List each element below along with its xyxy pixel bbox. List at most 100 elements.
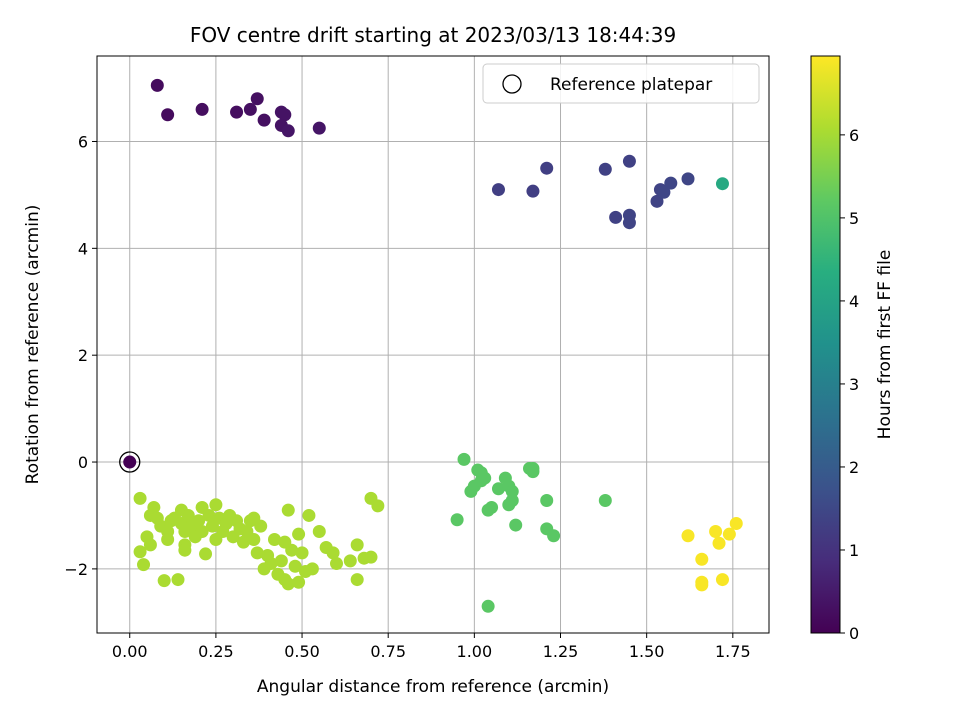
data-point: [295, 546, 309, 560]
data-point: [478, 471, 492, 485]
data-point: [133, 491, 147, 505]
y-axis-title: Rotation from reference (arcmin): [23, 205, 43, 485]
data-point: [481, 599, 495, 613]
data-point: [250, 546, 264, 560]
data-point: [199, 547, 213, 561]
data-point: [505, 484, 519, 498]
data-point: [281, 503, 295, 517]
data-point: [540, 494, 554, 508]
legend-box: [482, 63, 760, 104]
reference-marker-group: [119, 451, 141, 473]
data-point: [695, 578, 709, 592]
data-point: [147, 500, 161, 514]
data-point: [250, 92, 264, 106]
data-point: [161, 108, 175, 122]
data-point: [622, 216, 636, 230]
data-point: [715, 573, 729, 587]
data-point: [715, 177, 729, 191]
x-tick-label: 0.00: [112, 642, 148, 661]
data-point: [288, 559, 302, 573]
data-point: [485, 500, 499, 514]
data-point: [161, 533, 175, 547]
x-tick-label: 1.50: [629, 642, 665, 661]
data-point: [264, 557, 278, 571]
data-point: [312, 121, 326, 135]
chart-title: FOV centre drift starting at 2023/03/13 …: [190, 23, 676, 47]
data-point: [305, 562, 319, 576]
data-point: [230, 105, 244, 119]
data-point: [526, 461, 540, 475]
x-axis-ticks: 0.00 0.25 0.50 0.75 1.00 1.25 1.50 1.75: [112, 633, 751, 661]
colorbar-tick-label: 6: [849, 126, 859, 145]
data-point: [491, 482, 505, 496]
data-point: [267, 533, 281, 547]
data-point: [712, 536, 726, 550]
colorbar-gradient: [811, 56, 840, 633]
data-point: [330, 557, 344, 571]
data-point: [509, 518, 523, 532]
data-point: [371, 499, 385, 513]
y-tick-label: −2: [64, 560, 88, 579]
data-point: [292, 527, 306, 541]
colorbar-tick-label: 3: [849, 375, 859, 394]
data-point: [274, 554, 288, 568]
data-point: [195, 524, 209, 538]
colorbar: 0 1 2 3 4 5 6 Hours from first FF file: [810, 55, 895, 643]
x-tick-label: 0.25: [198, 642, 234, 661]
data-point: [722, 527, 736, 541]
colorbar-label: Hours from first FF file: [875, 250, 895, 440]
data-point: [278, 108, 292, 122]
data-point: [350, 573, 364, 587]
data-point: [681, 529, 695, 543]
data-point: [133, 545, 147, 559]
plot-frame: [96, 55, 770, 634]
data-point: [547, 529, 561, 543]
data-point: [254, 519, 268, 533]
data-point: [209, 498, 223, 512]
data-point: [178, 543, 192, 557]
data-point: [622, 154, 636, 168]
x-axis-title: Angular distance from reference (arcmin): [257, 677, 609, 697]
data-point: [312, 524, 326, 538]
reference-point: [123, 455, 137, 469]
data-point: [281, 124, 295, 138]
data-point: [709, 524, 723, 538]
data-point: [157, 574, 171, 588]
colorbar-frame: [810, 55, 841, 634]
data-point: [457, 452, 471, 466]
data-point: [326, 546, 340, 560]
data-point: [281, 577, 295, 591]
data-point: [247, 533, 261, 547]
data-point: [137, 558, 151, 572]
data-point: [181, 508, 195, 522]
y-tick-label: 6: [78, 132, 88, 151]
data-point: [195, 102, 209, 116]
reference-marker: [119, 451, 141, 473]
data-point: [505, 494, 519, 508]
data-point: [664, 176, 678, 190]
data-point: [681, 172, 695, 186]
colorbar-ticks: 0 1 2 3 4 5 6: [840, 126, 859, 643]
data-point: [650, 194, 664, 208]
data-points: [133, 78, 743, 613]
x-tick-label: 1.75: [715, 642, 751, 661]
data-point: [150, 78, 164, 92]
data-point: [171, 573, 185, 587]
y-tick-label: 0: [78, 453, 88, 472]
data-point: [364, 550, 378, 564]
y-axis-ticks: −2 0 2 4 6: [64, 132, 97, 579]
x-tick-label: 0.75: [370, 642, 406, 661]
data-point: [695, 552, 709, 566]
x-tick-label: 1.25: [543, 642, 579, 661]
legend-label: Reference platepar: [550, 75, 712, 95]
data-point: [526, 184, 540, 198]
x-tick-label: 1.00: [457, 642, 493, 661]
data-point: [285, 543, 299, 557]
colorbar-tick-label: 0: [849, 624, 859, 643]
data-point: [202, 508, 216, 522]
data-point: [450, 513, 464, 527]
colorbar-tick-label: 4: [849, 292, 859, 311]
colorbar-tick-label: 2: [849, 458, 859, 477]
data-point: [192, 514, 206, 528]
